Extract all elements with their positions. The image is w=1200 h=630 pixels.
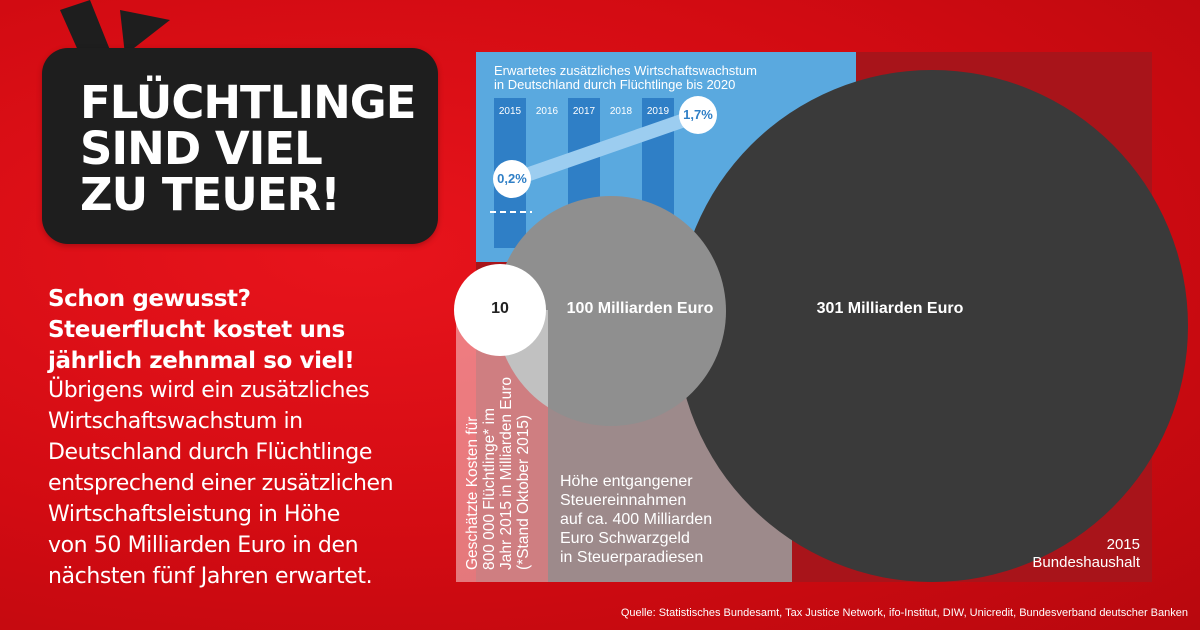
budget-line: 2015 — [1106, 536, 1140, 553]
refugee-costs-line: 800 000 Flüchtlinge* im — [481, 408, 498, 570]
body-line: Übrigens wird ein zusätzliches — [48, 378, 370, 403]
body-line: Deutschland durch Flüchtlinge — [48, 440, 372, 465]
refugee-costs-circle — [454, 264, 546, 356]
tax-loss-line: in Steuerparadiesen — [560, 549, 704, 566]
lead-line: jährlich zehnmal so viel! — [48, 348, 355, 374]
body-line: von 50 Milliarden Euro in den — [48, 533, 359, 558]
lead-line: Schon gewusst? — [48, 286, 251, 312]
growth-start-value: 0,2% — [493, 160, 531, 198]
refugee-costs-value: 10 — [491, 300, 509, 317]
year-label: 2016 — [535, 106, 559, 117]
growth-title: Erwartetes zusätzliches Wirtschaftswachs… — [494, 64, 794, 92]
year-label: 2019 — [646, 106, 670, 117]
speech-bubble — [42, 48, 438, 244]
body-line: Wirtschaftsleistung in Höhe — [48, 502, 340, 527]
headline-line: ZU TEUER! — [80, 168, 341, 221]
headline-line: SIND VIEL — [80, 122, 323, 175]
refugee-costs-label: Geschätzte Kosten für 800 000 Flüchtling… — [464, 230, 532, 570]
year-label: 2017 — [572, 106, 596, 117]
speech-bubble-tail — [60, 0, 170, 55]
headline-line: FLÜCHTLINGE — [80, 76, 417, 129]
budget-label: 2015 Bundeshaushalt — [980, 536, 1140, 572]
growth-trend-line — [490, 109, 699, 213]
growth-title-line: in Deutschland durch Flüchtlinge bis 202… — [494, 77, 736, 92]
body-line: Wirtschaftswachstum in — [48, 409, 303, 434]
refugee-costs-line: Geschätzte Kosten für — [464, 416, 481, 570]
tax-loss-label: Höhe entgangener Steuereinnahmen auf ca.… — [560, 472, 780, 567]
tax-loss-line: Steuereinnahmen — [560, 492, 687, 509]
year-label: 2018 — [609, 106, 633, 117]
budget-circle — [676, 70, 1188, 582]
body-line: nächsten fünf Jahren erwartet. — [48, 564, 373, 589]
source-note: Quelle: Statistisches Bundesamt, Tax Jus… — [620, 607, 1188, 619]
growth-end-value: 1,7% — [679, 96, 717, 134]
body-text: Übrigens wird ein zusätzliches Wirtschaf… — [48, 375, 448, 592]
growth-title-line: Erwartetes zusätzliches Wirtschaftswachs… — [494, 63, 757, 78]
tax-loss-value: 100 Milliarden Euro — [566, 300, 714, 317]
lead-line: Steuerflucht kostet uns — [48, 317, 345, 343]
refugee-costs-line: (*Stand Oktober 2015) — [515, 414, 532, 570]
budget-line: Bundeshaushalt — [1032, 554, 1140, 571]
body-line: entsprechend einer zusätzlichen — [48, 471, 394, 496]
tax-loss-line: Höhe entgangener — [560, 473, 693, 490]
tax-loss-line: Euro Schwarzgeld — [560, 530, 690, 547]
tax-loss-line: auf ca. 400 Milliarden — [560, 511, 713, 528]
year-label: 2015 — [498, 106, 522, 117]
headline: FLÜCHTLINGE SIND VIEL ZU TEUER! — [80, 80, 420, 218]
refugee-costs-line: Jahr 2015 in Milliarden Euro — [498, 377, 515, 570]
lead-text: Schon gewusst? Steuerflucht kostet uns j… — [48, 284, 448, 377]
budget-value: 301 Milliarden Euro — [816, 300, 964, 317]
